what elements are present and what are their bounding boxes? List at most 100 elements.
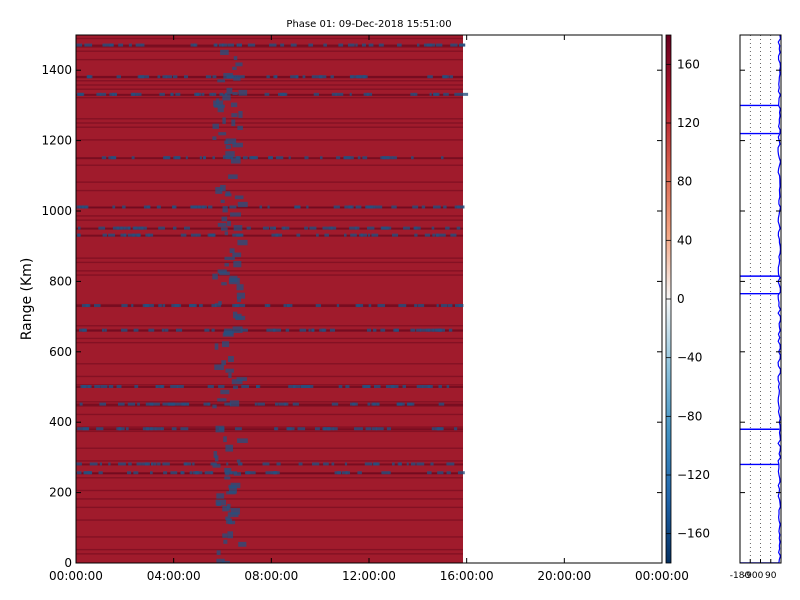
heatmap-speckle bbox=[236, 43, 242, 47]
heatmap-speckle bbox=[447, 304, 453, 308]
heatmap-speckle bbox=[361, 43, 366, 47]
heatmap-speckle bbox=[132, 233, 141, 237]
colorbar-tick-label: 40 bbox=[677, 233, 692, 247]
heatmap-speckle bbox=[391, 385, 399, 388]
heatmap-speckle bbox=[446, 462, 455, 466]
heatmap-speckle bbox=[177, 385, 184, 388]
heatmap-speckle bbox=[185, 156, 188, 160]
heatmap-speckle bbox=[422, 385, 431, 388]
heatmap-speckle bbox=[99, 402, 103, 406]
heatmap-column-speckle bbox=[226, 87, 233, 94]
heatmap-speckle bbox=[414, 92, 418, 96]
heatmap-column-speckle bbox=[217, 269, 227, 274]
heatmap-speckle bbox=[264, 304, 269, 308]
heatmap-speckle bbox=[357, 471, 362, 475]
colorbar-tick-label: −160 bbox=[677, 527, 710, 541]
heatmap-speckle bbox=[402, 385, 407, 388]
heatmap-column-speckle bbox=[235, 313, 242, 320]
heatmap-speckle bbox=[133, 471, 139, 475]
heatmap-speckle bbox=[170, 92, 174, 96]
heatmap-speckle bbox=[189, 471, 193, 475]
heatmap-speckle bbox=[344, 462, 348, 466]
heatmap-column-speckle bbox=[225, 516, 231, 521]
heatmap-speckle bbox=[406, 462, 409, 466]
heatmap-speckle bbox=[145, 402, 153, 406]
heatmap-column-speckle bbox=[228, 174, 238, 179]
heatmap-speckle bbox=[330, 226, 337, 230]
heatmap-speckle bbox=[265, 471, 272, 475]
heatmap-speckle bbox=[457, 471, 465, 475]
heatmap-speckle bbox=[312, 462, 320, 466]
profile-plot-area: -180-90 0 90 bbox=[730, 34, 782, 581]
profile-line bbox=[777, 35, 781, 563]
heatmap-speckle bbox=[441, 233, 446, 237]
heatmap-speckle bbox=[275, 402, 279, 406]
heatmap-speckle bbox=[332, 427, 338, 431]
heatmap-speckle bbox=[102, 328, 105, 332]
heatmap-speckle bbox=[146, 304, 154, 308]
heatmap-speckle bbox=[373, 328, 377, 332]
heatmap-column-speckle bbox=[232, 311, 238, 319]
heatmap-speckle bbox=[137, 75, 146, 79]
heatmap-column-speckle bbox=[228, 356, 234, 363]
heatmap-speckle bbox=[433, 205, 441, 209]
heatmap-speckle bbox=[337, 471, 342, 475]
heatmap-speckle bbox=[114, 92, 118, 96]
heatmap-column-speckle bbox=[233, 56, 238, 60]
heatmap-column-speckle bbox=[220, 199, 225, 203]
heatmap-column-speckle bbox=[232, 252, 242, 258]
x-tick-label: 12:00:00 bbox=[342, 569, 396, 583]
x-tick-label: 00:00:00 bbox=[49, 569, 103, 583]
heatmap-column-speckle bbox=[220, 227, 228, 231]
heatmap-band bbox=[76, 234, 464, 237]
heatmap-column-speckle bbox=[233, 472, 242, 476]
heatmap-speckle bbox=[104, 328, 107, 332]
heatmap-speckle bbox=[365, 427, 372, 431]
heatmap-column-speckle bbox=[233, 77, 241, 81]
heatmap-speckle bbox=[156, 205, 161, 209]
heatmap-stripe bbox=[76, 536, 464, 538]
heatmap-speckle bbox=[195, 471, 198, 475]
heatmap-speckle bbox=[443, 92, 449, 96]
heatmap-speckle bbox=[454, 92, 462, 96]
heatmap-speckle bbox=[349, 92, 352, 96]
heatmap-speckle bbox=[136, 462, 142, 466]
heatmap-speckle bbox=[381, 226, 388, 230]
heatmap-speckle bbox=[175, 92, 181, 96]
heatmap-column-speckle bbox=[237, 239, 248, 246]
heatmap-speckle bbox=[349, 226, 357, 230]
heatmap-speckle bbox=[102, 43, 106, 47]
heatmap-stripe bbox=[76, 341, 464, 344]
profile-x-tick-label: -90 bbox=[743, 571, 758, 581]
heatmap-speckle bbox=[371, 427, 377, 431]
heatmap-speckle bbox=[440, 304, 448, 308]
heatmap-speckle bbox=[412, 205, 419, 209]
heatmap-speckle bbox=[168, 156, 171, 160]
heatmap-speckle bbox=[172, 75, 178, 79]
heatmap-speckle bbox=[269, 43, 277, 47]
colorbar-tick-label: −120 bbox=[677, 468, 710, 482]
heatmap-speckle bbox=[421, 205, 426, 209]
heatmap-speckle bbox=[431, 226, 435, 230]
heatmap-stripe bbox=[76, 413, 464, 416]
heatmap-stripe bbox=[76, 215, 464, 217]
x-tick-label: 20:00:00 bbox=[537, 569, 591, 583]
heatmap-speckle bbox=[336, 156, 341, 160]
heatmap-speckle bbox=[373, 462, 380, 466]
heatmap-speckle bbox=[345, 471, 351, 475]
heatmap-speckle bbox=[392, 233, 399, 237]
heatmap-speckle bbox=[299, 328, 307, 332]
heatmap-column-speckle bbox=[233, 385, 239, 390]
heatmap-speckle bbox=[341, 471, 348, 475]
heatmap-speckle bbox=[144, 226, 147, 230]
heatmap-speckle bbox=[227, 43, 234, 47]
heatmap-speckle bbox=[386, 226, 392, 230]
heatmap-speckle bbox=[162, 75, 167, 79]
heatmap-speckle bbox=[297, 427, 306, 431]
heatmap-speckle bbox=[308, 43, 313, 47]
heatmap-speckle bbox=[87, 75, 93, 79]
heatmap-speckle bbox=[313, 92, 319, 96]
heatmap-speckle bbox=[247, 43, 256, 47]
heatmap-speckle bbox=[230, 471, 238, 475]
heatmap-speckle bbox=[363, 92, 369, 96]
